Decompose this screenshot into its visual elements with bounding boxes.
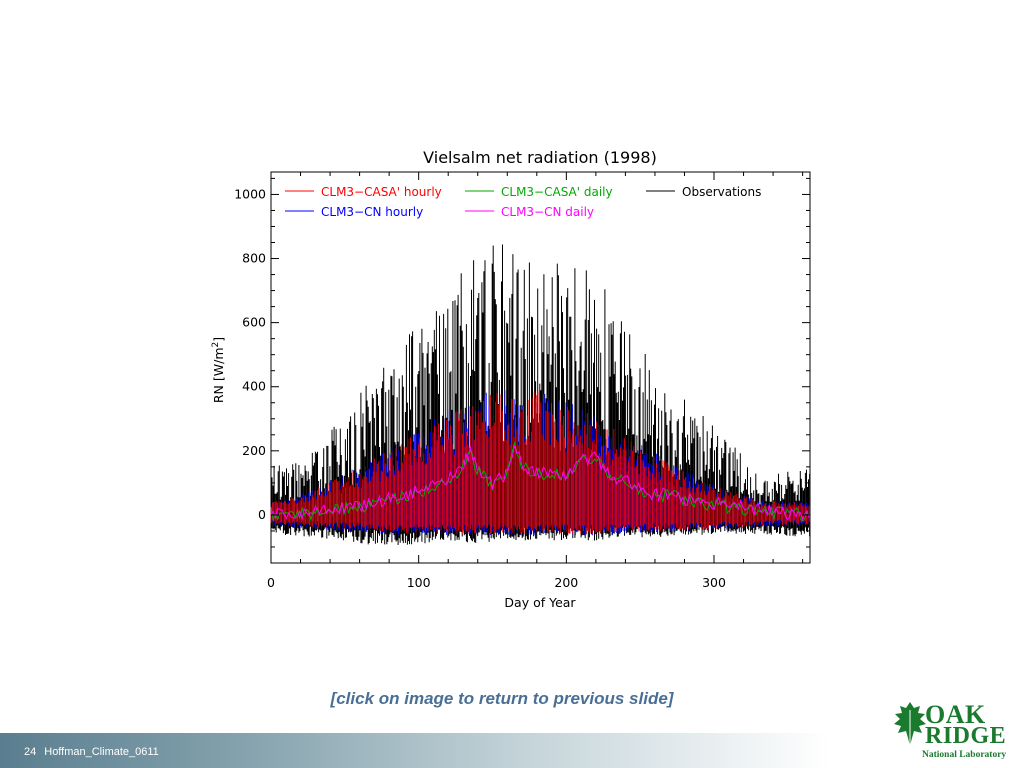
footer-bar bbox=[0, 733, 830, 768]
y-tick-label: 1000 bbox=[234, 186, 266, 201]
plot-area: 0 200 400 600 800 1000 0 100 200 300 CLM3−CASA' h… bbox=[234, 171, 811, 590]
y-axis-label-main: RN [W/m bbox=[211, 347, 226, 403]
x-axis-label: Day of Year bbox=[504, 595, 576, 610]
legend-item-casa-hourly: CLM3−CASA' hourly bbox=[285, 185, 442, 199]
y-tick-label: 0 bbox=[258, 507, 266, 522]
y-axis-label-sup: 2 bbox=[211, 342, 221, 348]
return-to-previous-slide-link[interactable]: [click on image to return to previous sl… bbox=[330, 689, 674, 708]
oak-ridge-logo: OAK RIDGE National Laboratory bbox=[892, 700, 1008, 762]
x-tick-label: 0 bbox=[267, 575, 275, 590]
series-line bbox=[270, 442, 810, 523]
series-clm3-cn-daily bbox=[270, 445, 810, 521]
slide-number: 24 bbox=[24, 746, 37, 758]
y-tick-label: 600 bbox=[242, 315, 266, 330]
legend-label: CLM3−CN hourly bbox=[321, 205, 423, 219]
oak-leaf-icon bbox=[894, 702, 926, 746]
logo-text-ridge: RIDGE bbox=[925, 723, 1007, 749]
logo-text-national-laboratory: National Laboratory bbox=[922, 750, 1007, 760]
legend-item-cn-hourly: CLM3−CN hourly bbox=[285, 205, 423, 219]
x-tick-label: 100 bbox=[407, 575, 431, 590]
footer: 24 Hoffman_Climate_0611 bbox=[24, 746, 167, 758]
legend-item-observations: Observations bbox=[646, 185, 761, 199]
y-axis-label: RN [W/m2] bbox=[211, 337, 226, 403]
legend-label: CLM3−CASA' daily bbox=[501, 185, 613, 199]
logo-text-oak: OAK bbox=[925, 700, 986, 729]
legend-label: CLM3−CASA' hourly bbox=[321, 185, 442, 199]
footer-label: Hoffman_Climate_0611 bbox=[44, 746, 159, 758]
series-line bbox=[270, 445, 810, 521]
y-tick-label: 400 bbox=[242, 379, 266, 394]
x-tick-label: 300 bbox=[702, 575, 726, 590]
legend-item-cn-daily: CLM3−CN daily bbox=[465, 205, 594, 219]
legend-label: Observations bbox=[682, 185, 761, 199]
y-tick-label: 200 bbox=[242, 443, 266, 458]
x-tick-label: 200 bbox=[554, 575, 578, 590]
series-clm3-casa-daily bbox=[270, 442, 810, 523]
series-layer bbox=[270, 244, 811, 545]
legend-item-casa-daily: CLM3−CASA' daily bbox=[465, 185, 613, 199]
legend-label: CLM3−CN daily bbox=[501, 205, 594, 219]
chart-title: Vielsalm net radiation (1998) bbox=[423, 148, 657, 167]
tick-layer: 0 200 400 600 800 1000 0 100 200 300 bbox=[234, 172, 810, 590]
y-tick-label: 800 bbox=[242, 251, 266, 266]
y-axis-label-end: ] bbox=[211, 337, 226, 342]
net-radiation-chart[interactable]: Vielsalm net radiation (1998) 0 200 400 600… bbox=[0, 0, 1024, 730]
plot-frame bbox=[270, 171, 811, 564]
legend: CLM3−CASA' hourly CLM3−CASA' daily Obser… bbox=[285, 185, 761, 219]
